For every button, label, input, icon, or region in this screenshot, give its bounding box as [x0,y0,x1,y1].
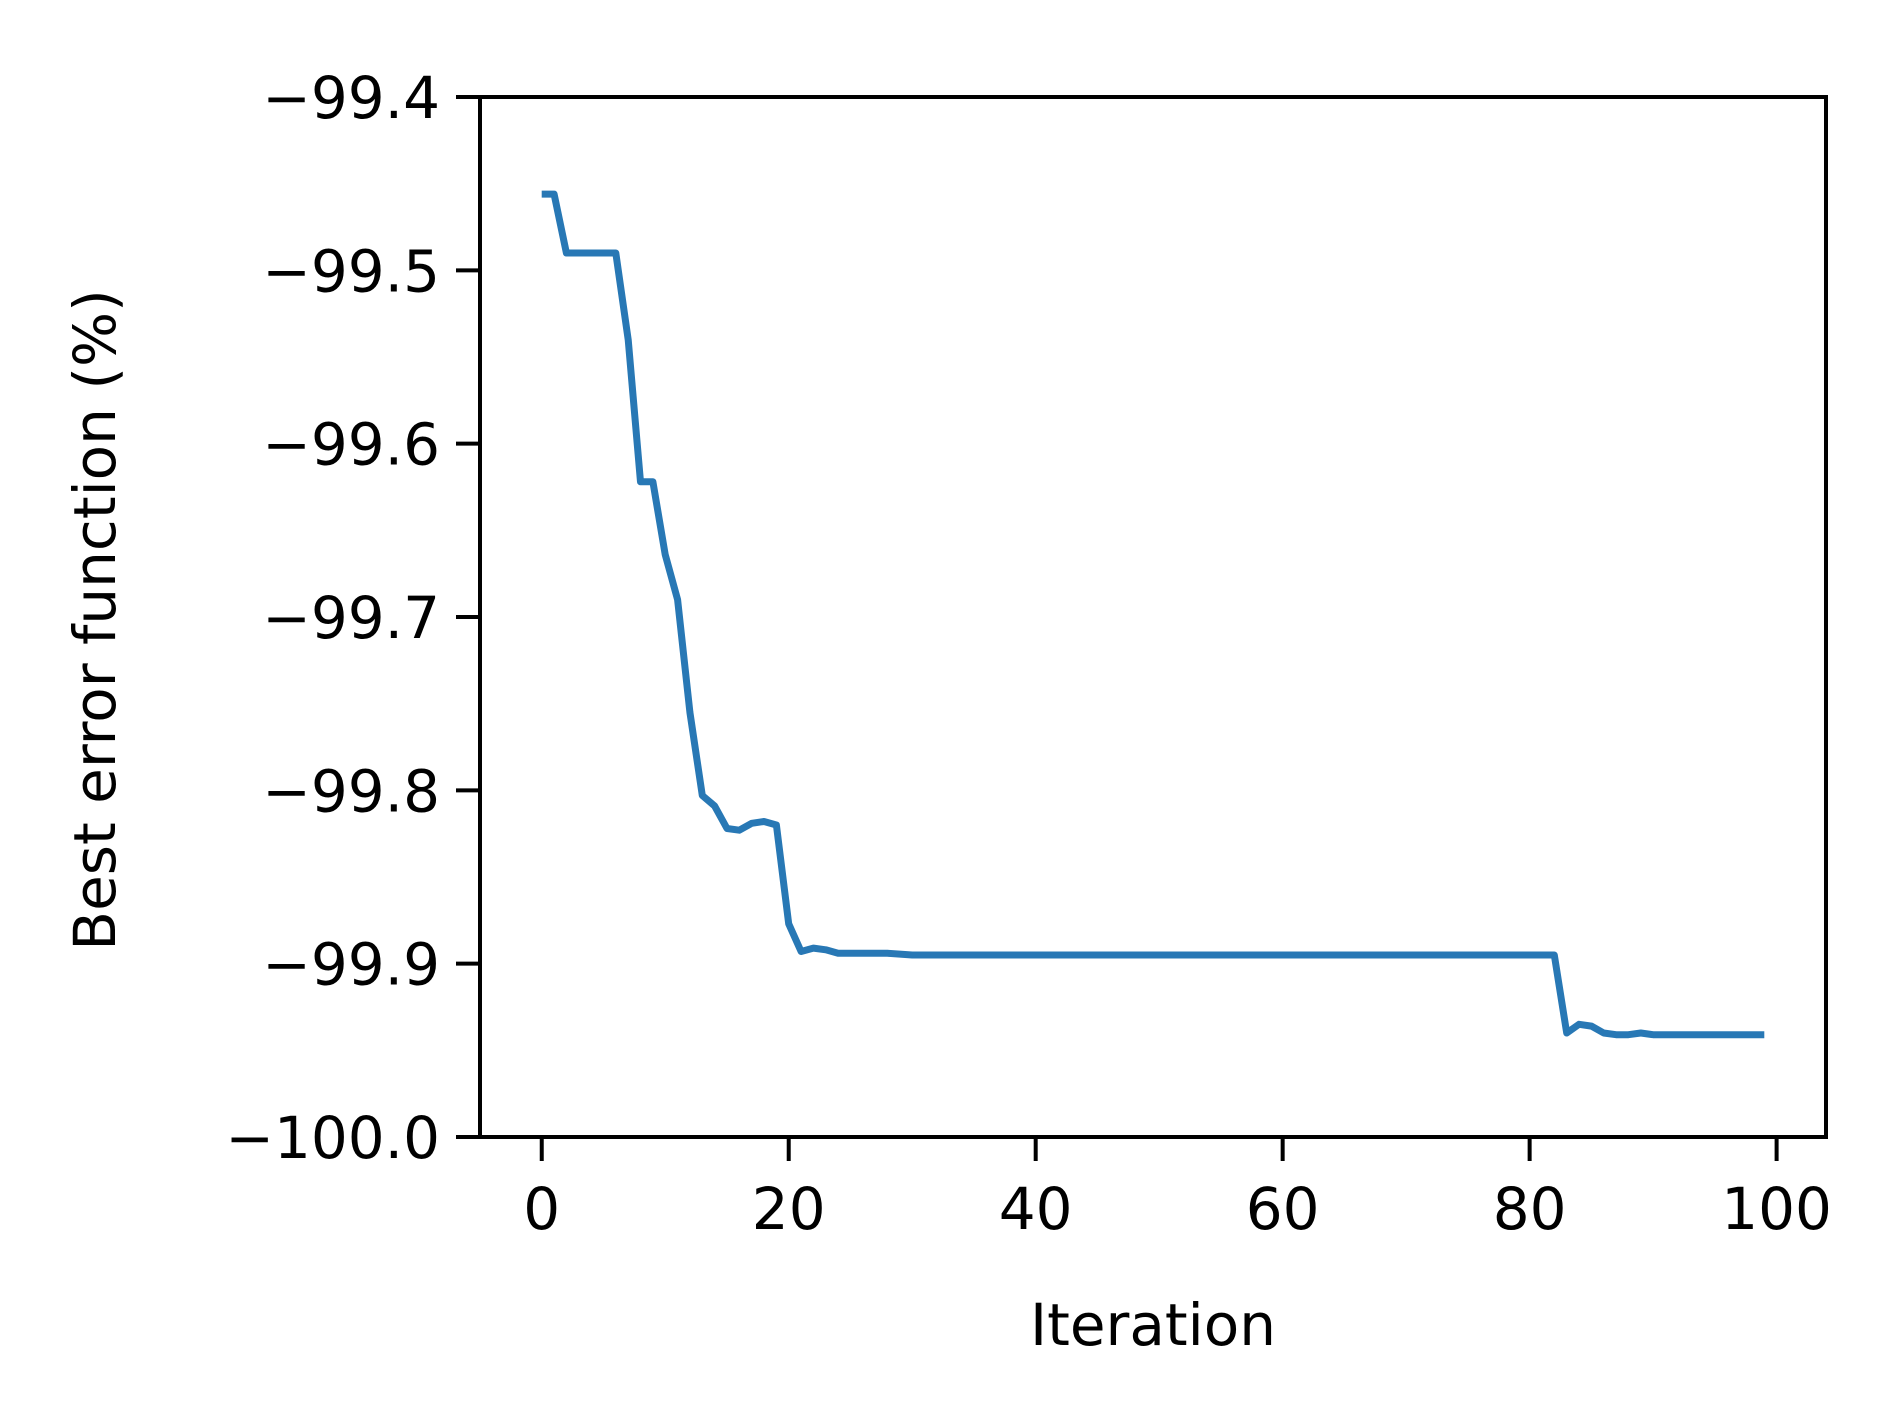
y-axis-label: Best error function (%) [61,289,129,950]
x-tick-label: 60 [1246,1175,1320,1243]
x-tick-label: 40 [999,1175,1073,1243]
x-tick-label: 100 [1721,1175,1832,1243]
y-tick-label: −99.4 [262,64,440,132]
x-tick-label: 20 [752,1175,826,1243]
y-tick-label: −99.8 [262,757,440,825]
y-tick-label: −99.6 [262,411,440,479]
x-axis: 0 20 40 60 80 100 [523,1137,1832,1243]
x-tick-label: 0 [523,1175,560,1243]
y-tick-label: −99.5 [262,237,440,305]
y-tick-label: −100.0 [225,1104,440,1172]
x-axis-label: Iteration [1030,1291,1276,1359]
y-tick-label: −99.9 [262,931,440,999]
y-tick-label: −99.7 [262,584,440,652]
plot-area [541,190,1765,1039]
series-line [541,190,1765,1039]
y-axis: −100.0 −99.9 −99.8 −99.7 −99.6 −99.5 −99.4 [225,64,480,1172]
x-tick-label: 80 [1493,1175,1567,1243]
